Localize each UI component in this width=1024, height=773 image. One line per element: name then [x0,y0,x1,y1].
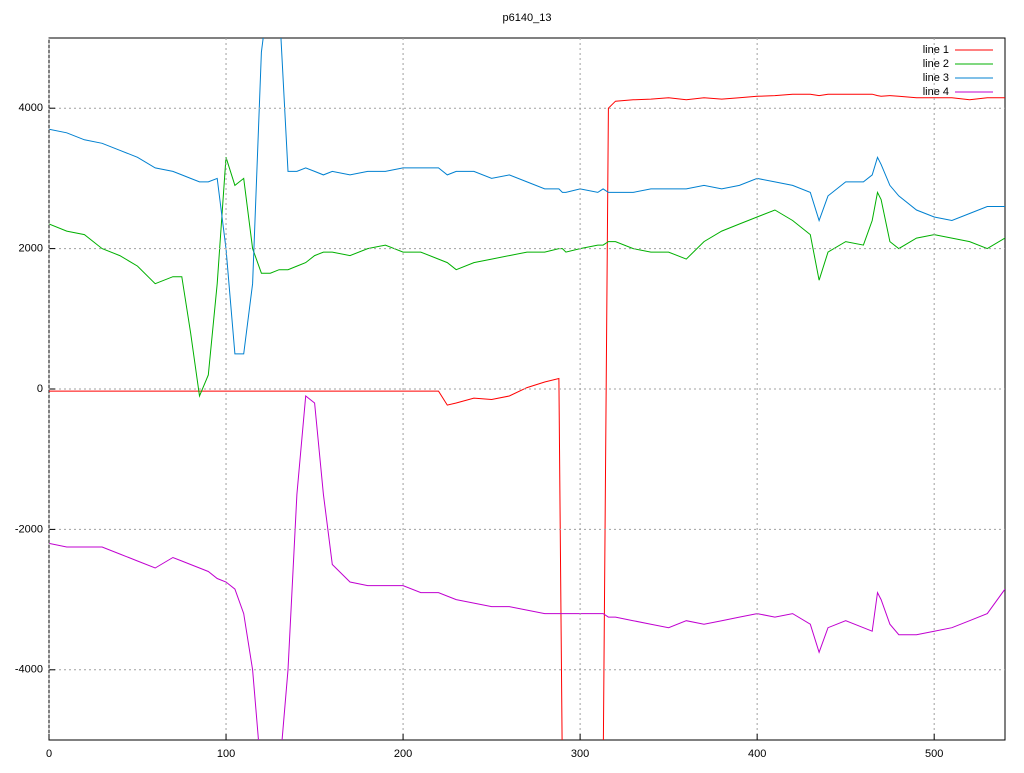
x-tick-label: 300 [571,748,589,760]
chart-title: p6140_13 [503,12,552,24]
x-tick-label: 400 [748,748,766,760]
legend-label: line 3 [923,72,949,84]
series-line [49,38,1005,355]
series-line [49,93,1005,740]
legend-label: line 1 [923,44,949,56]
series-line [49,395,1005,740]
x-tick-label: 0 [46,748,52,760]
x-tick-label: 500 [925,748,943,760]
series-line [49,157,1005,398]
legend-label: line 2 [923,58,949,70]
y-tick-label: 4000 [19,102,43,114]
y-tick-label: -4000 [15,664,43,676]
y-tick-label: 2000 [19,243,43,255]
legend-label: line 4 [923,86,949,98]
y-tick-label: -2000 [15,523,43,535]
y-tick-label: 0 [37,383,43,395]
x-tick-label: 100 [217,748,235,760]
x-tick-label: 200 [394,748,412,760]
plot-frame [48,37,1006,741]
plot-area [49,38,1005,740]
